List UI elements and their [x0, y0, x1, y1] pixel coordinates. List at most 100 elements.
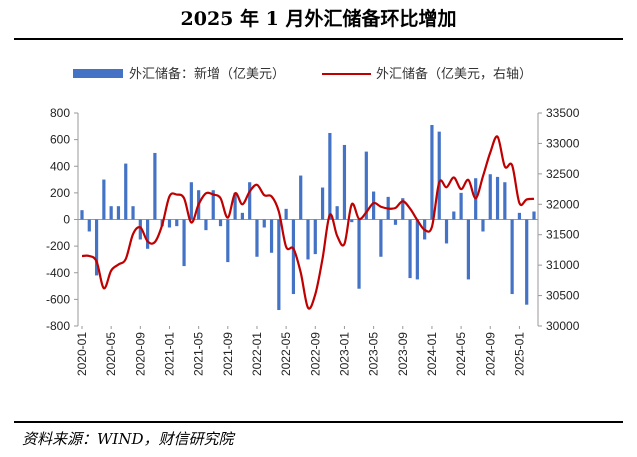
bar [240, 212, 244, 220]
bar [342, 144, 347, 220]
bar [233, 192, 237, 220]
x-tick-label: 2023-05 [367, 332, 381, 376]
bar [517, 212, 522, 220]
bar [444, 219, 449, 244]
bar [226, 219, 230, 263]
bar [364, 151, 368, 220]
x-tick-label: 2022-05 [279, 332, 293, 376]
bar [269, 219, 274, 253]
right-tick-label: 31500 [546, 228, 580, 242]
bar [335, 206, 339, 220]
series-line [81, 135, 535, 310]
x-tick-label: 2024-09 [483, 332, 497, 376]
bar [146, 219, 150, 249]
bar [408, 219, 412, 279]
bar [153, 152, 157, 220]
bar [255, 219, 259, 257]
x-tick-label: 2021-05 [192, 332, 206, 376]
right-tick-label: 30500 [546, 289, 580, 303]
bar [525, 219, 529, 305]
bar [401, 198, 405, 220]
bar [350, 219, 354, 223]
right-tick-label: 32500 [546, 167, 580, 181]
right-tick-label: 33000 [546, 136, 580, 150]
bar [116, 206, 121, 220]
bar [87, 219, 91, 232]
x-tick-label: 2020-05 [104, 332, 118, 376]
bar [175, 219, 179, 227]
bar [393, 219, 398, 225]
x-tick-label: 2024-05 [454, 332, 468, 376]
bar [211, 190, 215, 220]
right-tick-label: 32000 [546, 197, 580, 211]
x-tick-label: 2024-01 [425, 332, 439, 376]
left-tick-label: 600 [50, 133, 70, 147]
bar [372, 191, 376, 220]
bar [204, 219, 208, 231]
right-tick-label: 30000 [546, 319, 580, 333]
left-tick-label: 800 [50, 106, 70, 120]
bar [430, 124, 434, 220]
legend-swatch-bar [73, 69, 123, 78]
bar [379, 219, 383, 257]
bar [262, 219, 266, 228]
bar [80, 210, 84, 220]
bar [503, 182, 507, 220]
bar [167, 219, 172, 228]
left-tick-label: 400 [50, 159, 70, 173]
x-tick-label: 2023-01 [337, 332, 351, 376]
x-tick-label: 2021-09 [221, 332, 235, 376]
bar [299, 175, 303, 220]
bar [182, 219, 186, 267]
left-tick-label: -200 [46, 239, 70, 253]
bar [131, 206, 135, 220]
x-tick-label: 2022-09 [308, 332, 322, 376]
bar [218, 219, 223, 227]
left-tick-label: -600 [46, 292, 70, 306]
bar [437, 131, 441, 220]
left-tick-label: -400 [46, 266, 70, 280]
legend-label-line: 外汇储备（亿美元，右轴） [376, 66, 532, 82]
bar [532, 211, 536, 220]
left-tick-label: 200 [50, 186, 70, 200]
bar [284, 208, 288, 220]
bar [452, 211, 456, 220]
bar [94, 219, 99, 276]
bar [495, 176, 500, 220]
bar [306, 219, 310, 260]
bar [248, 182, 252, 220]
bar [109, 206, 113, 220]
legend-label-bar: 外汇储备：新增（亿美元） [129, 66, 285, 82]
bar [459, 192, 463, 220]
bar [124, 163, 128, 220]
bar [189, 182, 193, 220]
bar [510, 219, 514, 295]
bar [102, 179, 106, 220]
right-tick-label: 33500 [546, 106, 580, 120]
x-tick-label: 2020-09 [133, 332, 147, 376]
bar [481, 219, 485, 232]
bar [291, 219, 296, 295]
bar [328, 132, 332, 220]
bar [320, 187, 325, 220]
x-tick-label: 2025-01 [512, 332, 526, 376]
left-tick-label: -800 [46, 319, 70, 333]
x-tick-label: 2020-01 [75, 332, 89, 376]
x-tick-label: 2023-09 [396, 332, 410, 376]
combo-chart: 外汇储备：新增（亿美元） 外汇储备（亿美元，右轴） -800 -600 -400 -200… [46, 66, 580, 376]
bar [313, 219, 317, 255]
left-tick-label: 0 [63, 213, 70, 227]
chart-title: 2025 年 1 月外汇储备环比增加 [180, 8, 457, 30]
title-rule [14, 38, 623, 40]
bar [277, 219, 281, 311]
bar [415, 219, 419, 280]
bar [357, 219, 361, 289]
bar [488, 174, 492, 220]
bar [138, 219, 142, 240]
x-tick-label: 2021-01 [162, 332, 176, 376]
source-note: 资料来源：WIND，财信研究院 [22, 430, 234, 448]
right-tick-label: 31000 [546, 258, 580, 272]
bar [466, 219, 470, 280]
source-rule [14, 421, 623, 423]
x-tick-label: 2022-01 [250, 332, 264, 376]
